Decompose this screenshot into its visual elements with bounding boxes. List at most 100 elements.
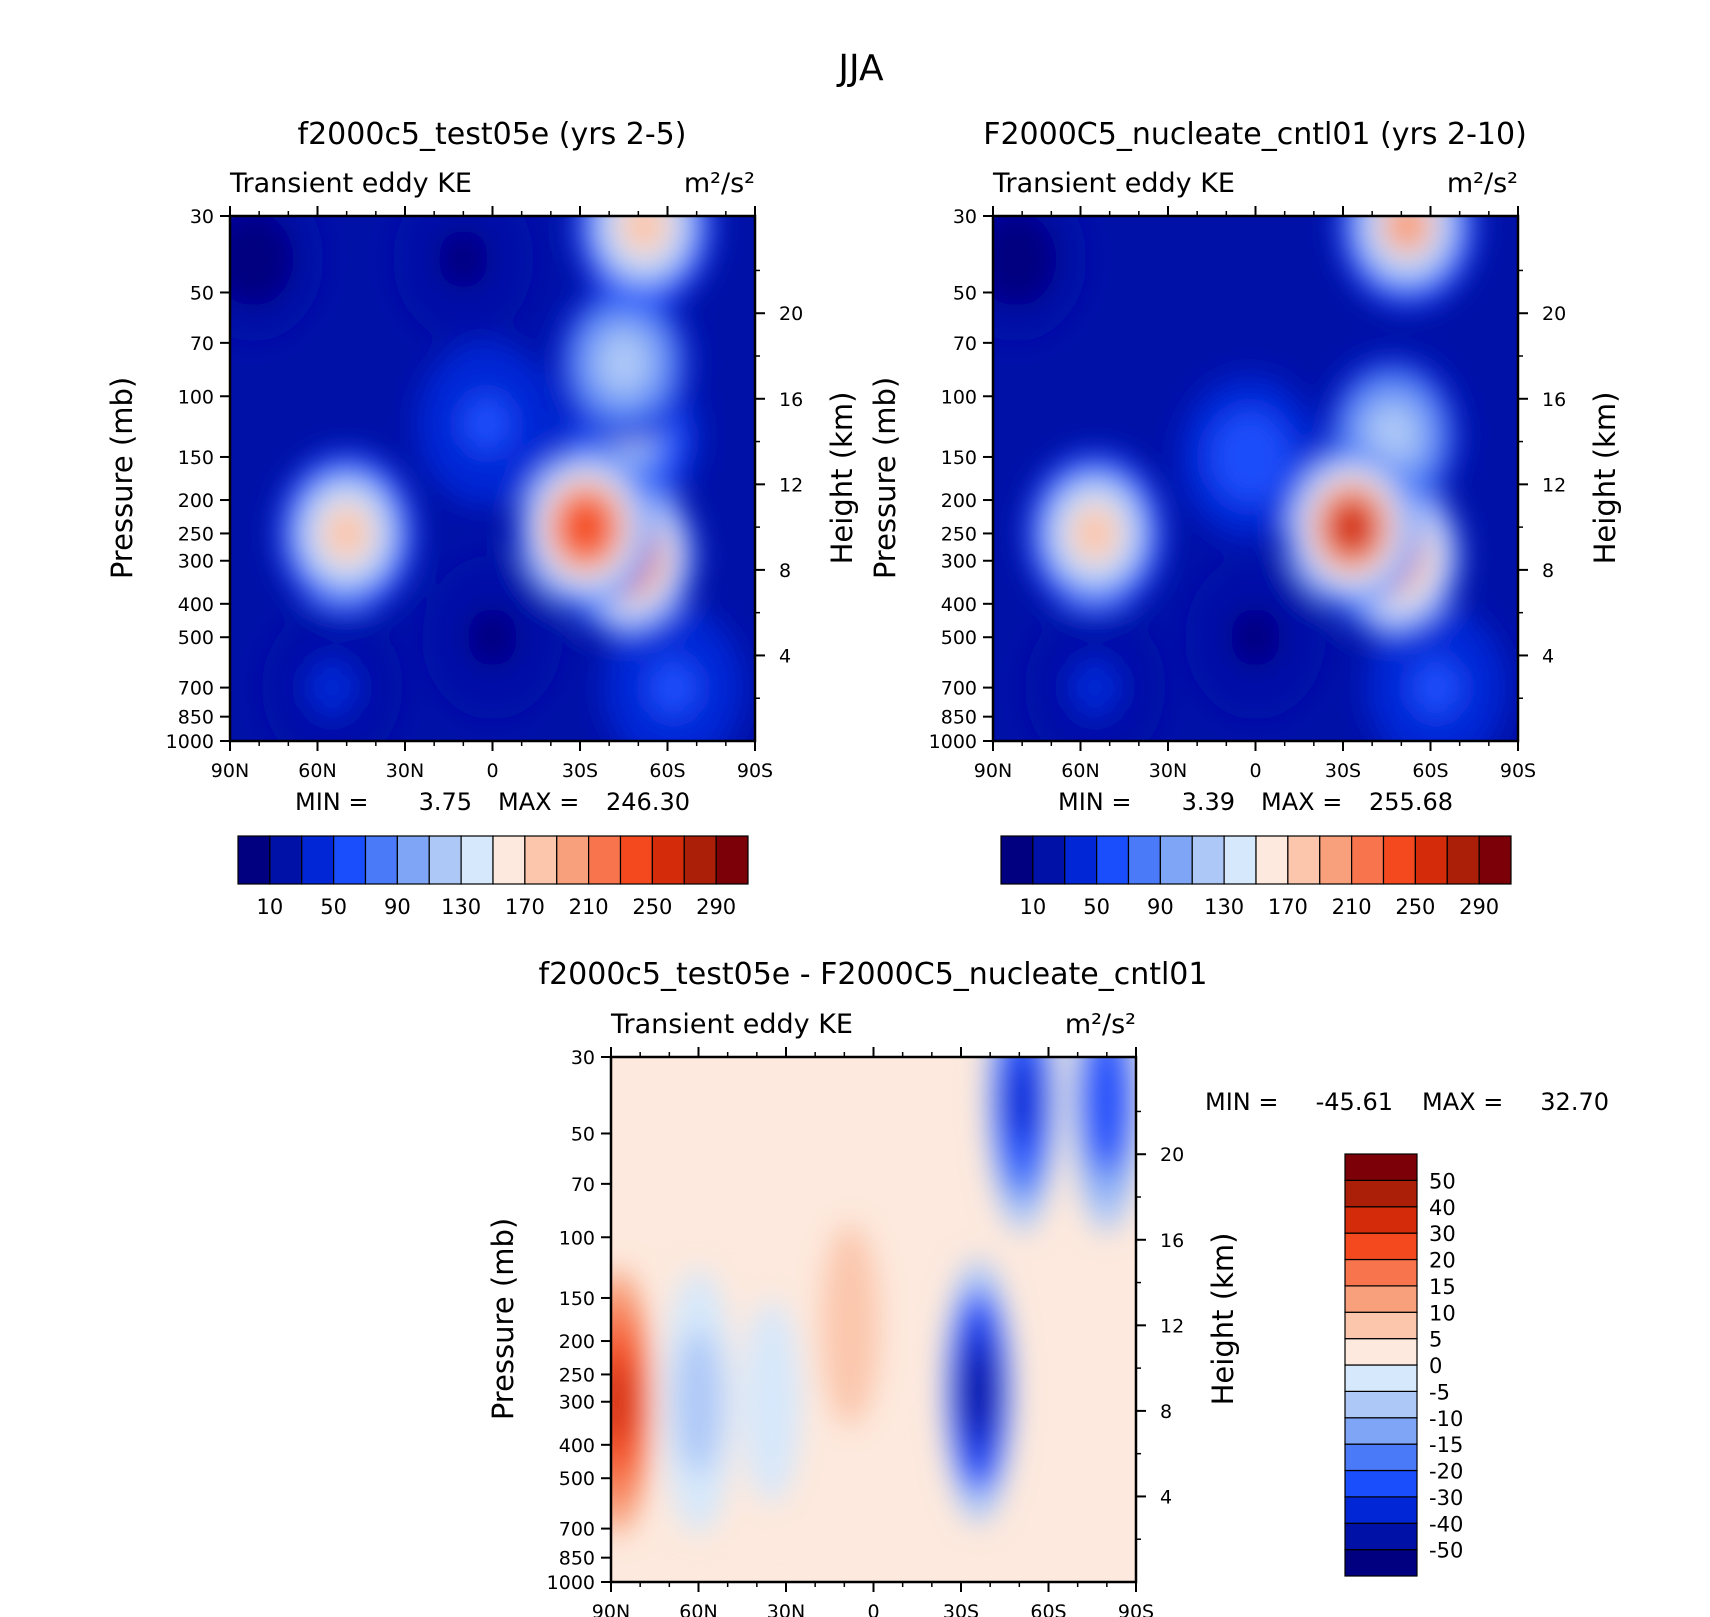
colorbar-label: 290 [1459,895,1499,919]
colorbar-swatch [1287,835,1321,885]
y-tick-label: 700 [559,1519,595,1541]
field-contour [230,229,279,289]
panel-1-units: m²/s² [684,168,755,199]
field-contour [598,333,649,393]
y-tick-label: 70 [190,333,214,355]
x-tick-label: 90S [1118,1601,1154,1617]
field-contour [438,229,489,289]
panel-3-min-value: -45.61 [1316,1088,1393,1116]
colorbar-swatch [1351,835,1385,885]
field-contour [1224,427,1275,487]
y-tick-label: 1000 [166,731,214,753]
colorbar-swatch [1319,835,1353,885]
colorbar-label: 0 [1429,1354,1442,1378]
panel-2-min-label: MIN = [1058,788,1131,816]
y-tick-label: 700 [941,678,977,700]
y-tick-label: 400 [178,594,214,616]
colorbar-label: 20 [1429,1249,1456,1273]
y2-tick-label: 16 [1542,389,1566,411]
colorbar-label: 130 [441,895,481,919]
field-contour [1090,1058,1124,1143]
y-tick-label: 50 [571,1123,595,1145]
y2-tick-label: 8 [1542,560,1554,582]
field-contour [321,503,372,563]
panel-1-variable: Transient eddy KE [229,168,472,199]
field-contour [619,216,670,256]
x-tick-label: 0 [1249,760,1261,782]
colorbar-swatch [301,835,335,885]
colorbar-label: 50 [1429,1169,1456,1193]
colorbar-label: 40 [1429,1196,1456,1220]
colorbar-swatch [428,835,462,885]
colorbar-swatch [1223,835,1257,885]
y-tick-label: 200 [178,490,214,512]
y2-tick-label: 12 [1542,474,1566,496]
x-tick-label: 30S [562,760,598,782]
panel-3-field-blobs [611,1057,1136,1534]
colorbar-label: 15 [1429,1275,1456,1299]
colorbar-label: 10 [1020,895,1047,919]
colorbar-swatch [1344,1311,1418,1340]
y-tick-label: 700 [178,678,214,700]
panel-2-y2label: Height (km) [1588,392,1622,565]
panel-3-min-label: MIN = [1205,1088,1278,1116]
colorbar-swatch [1032,835,1066,885]
field-contour [1326,497,1377,557]
panel-3-ylabel: Pressure (mb) [486,1218,520,1420]
colorbar-swatch [1096,835,1130,885]
field-contour [1367,406,1418,466]
colorbar-label: 250 [1395,895,1435,919]
colorbar-swatch [1344,1469,1418,1498]
panel-3-variable: Transient eddy KE [610,1009,853,1040]
x-tick-label: 60S [1030,1601,1066,1617]
colorbar-swatch [1344,1390,1418,1419]
colorbar-swatch [1344,1232,1418,1261]
x-tick-label: 60N [298,760,336,782]
field-contour [682,1359,715,1444]
colorbar-swatch [524,835,558,885]
panel-1-field-blobs [230,216,744,741]
colorbar-label: 170 [1268,895,1308,919]
colorbar-label: 90 [384,895,411,919]
y2-tick-label: 20 [779,303,803,325]
y-tick-label: 150 [178,447,214,469]
y-tick-label: 500 [941,627,977,649]
colorbar-label: 210 [569,895,609,919]
colorbar-label: -15 [1429,1433,1463,1457]
y-tick-label: 70 [571,1174,595,1196]
colorbar-swatch [1344,1496,1418,1524]
y2-tick-label: 4 [1542,645,1554,667]
panel-1-max-label: MAX = [498,788,579,816]
colorbar-label: 10 [257,895,284,919]
y-tick-label: 250 [559,1364,595,1386]
panel-1-min-value: 3.75 [419,788,472,816]
y-tick-label: 850 [178,707,214,729]
colorbar-swatch [1255,835,1289,885]
field-contour [1070,503,1121,563]
colorbar-swatch [237,835,271,885]
panel-2-variable: Transient eddy KE [992,168,1235,199]
x-tick-label: 60N [1061,760,1099,782]
field-contour [754,1359,788,1444]
field-contour [1382,216,1433,256]
colorbar-swatch [1344,1443,1418,1472]
field-contour [962,1349,995,1434]
colorbar-label: 290 [696,895,736,919]
colorbar-label: 10 [1429,1301,1456,1325]
x-tick-label: 30N [386,760,424,782]
y-tick-label: 100 [559,1227,595,1249]
panel-2-field [993,216,1518,741]
panel-2-field-blobs [993,216,1507,741]
colorbar-label: 50 [320,895,347,919]
colorbar-label: 170 [505,895,545,919]
y-tick-label: 1000 [929,731,977,753]
y-tick-label: 500 [559,1468,595,1490]
field-contour [648,658,699,718]
panel-2-max-value: 255.68 [1369,788,1453,816]
y-tick-label: 850 [559,1548,595,1570]
colorbar-label: -10 [1429,1407,1463,1431]
panel-2-title: F2000C5_nucleate_cntl01 (yrs 2-10) [983,117,1527,152]
y2-tick-label: 12 [779,474,803,496]
colorbar-label: 250 [632,895,672,919]
